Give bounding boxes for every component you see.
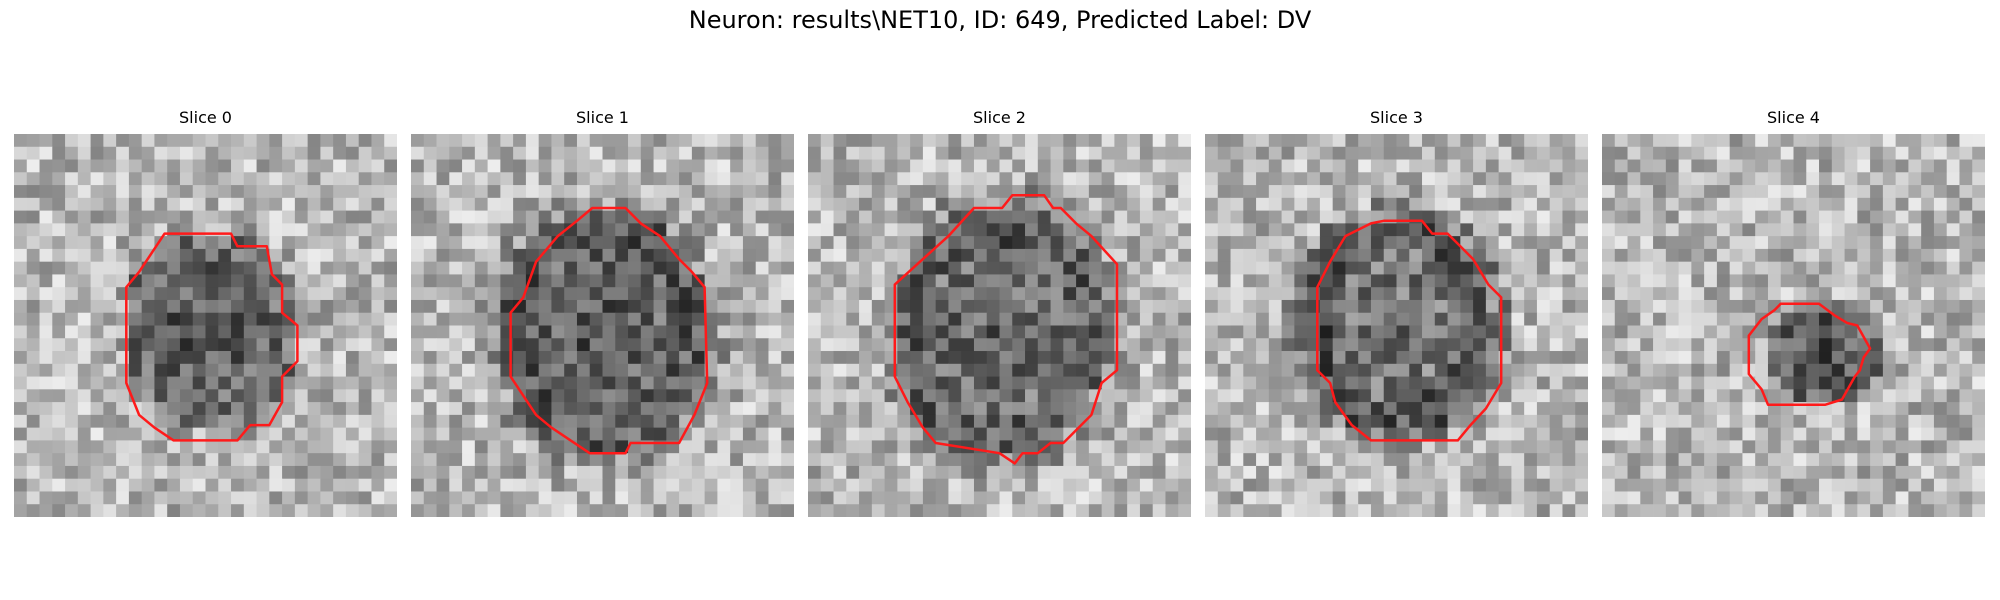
slice-image-4 xyxy=(1602,134,1985,517)
figure-title: Neuron: results\NET10, ID: 649, Predicte… xyxy=(688,6,1312,34)
neuron-outline xyxy=(509,206,709,455)
slice-panel-2: Slice 2 xyxy=(808,108,1191,517)
pixel-grid xyxy=(411,134,794,517)
slice-panel-0: Slice 0 xyxy=(14,108,397,517)
slice-panel-1: Slice 1 xyxy=(411,108,794,517)
slice-title-0: Slice 0 xyxy=(179,108,232,127)
slice-title-4: Slice 4 xyxy=(1767,108,1820,127)
neuron-outline xyxy=(125,232,299,442)
slice-title-3: Slice 3 xyxy=(1370,108,1423,127)
slice-image-2 xyxy=(808,134,1191,517)
pixel-grid xyxy=(1602,134,1985,517)
neuron-outline xyxy=(1316,219,1503,442)
slice-image-3 xyxy=(1205,134,1588,517)
slice-panel-4: Slice 4 xyxy=(1602,108,1985,517)
neuron-outline xyxy=(1747,302,1872,406)
slice-image-1 xyxy=(411,134,794,517)
slice-title-1: Slice 1 xyxy=(576,108,629,127)
neuron-outline xyxy=(893,194,1119,465)
pixel-grid xyxy=(808,134,1191,517)
slice-image-0 xyxy=(14,134,397,517)
pixel-grid xyxy=(14,134,397,517)
slice-title-2: Slice 2 xyxy=(973,108,1026,127)
pixel-grid xyxy=(1205,134,1588,517)
slice-panel-3: Slice 3 xyxy=(1205,108,1588,517)
